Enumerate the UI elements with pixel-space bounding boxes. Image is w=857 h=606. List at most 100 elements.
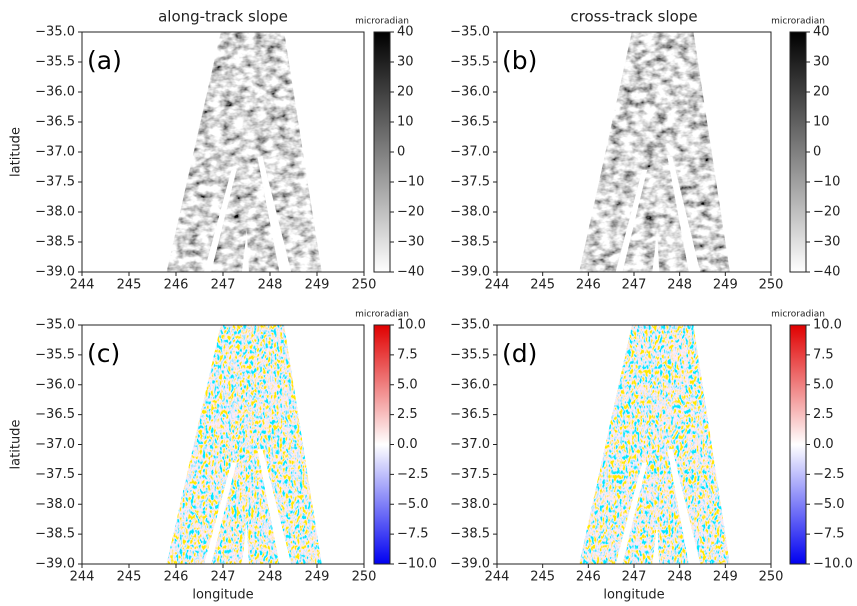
swath-image <box>579 325 730 564</box>
colorbar-label: microradian <box>355 17 409 27</box>
colorbar-tick-label: 5.0 <box>813 377 834 392</box>
colorbar <box>789 324 807 565</box>
y-tick-label: −37.0 <box>35 437 75 452</box>
swath-image <box>166 32 322 272</box>
colorbar-tick-label: −10 <box>397 175 424 190</box>
nadir-gap <box>257 156 292 272</box>
colorbar-tick-label: 30 <box>813 55 830 70</box>
x-tick-label: 246 <box>164 570 189 585</box>
colorbar-tick-label: 2.5 <box>397 407 418 422</box>
colorbar-tick-label: 7.5 <box>813 347 834 362</box>
x-tick-label: 248 <box>258 278 283 293</box>
nadir-gap <box>615 462 648 564</box>
colorbar-tick-label: 0.0 <box>813 437 834 452</box>
y-axis-label: latitude <box>9 127 24 177</box>
y-axis-label: latitude <box>9 420 24 470</box>
colorbar-tick-label: −40 <box>813 265 840 280</box>
x-tick-label: 247 <box>211 570 236 585</box>
colorbar <box>789 31 807 273</box>
colorbar-tick-label: 0 <box>397 145 405 160</box>
x-tick-label: 249 <box>713 278 738 293</box>
colorbar-label: microradian <box>771 17 825 27</box>
colorbar-tick-label: −10.0 <box>813 557 853 572</box>
y-tick-label: −37.5 <box>450 175 490 190</box>
panel-label: (b) <box>502 46 537 75</box>
colorbar-tick-label: −20 <box>397 205 424 220</box>
colorbar-tick-label: 20 <box>813 85 830 100</box>
y-tick-label: −35.0 <box>35 318 75 333</box>
nadir-gap <box>204 462 237 564</box>
colorbar-tick-label: −5.0 <box>813 497 845 512</box>
nadir-gap <box>257 449 292 564</box>
colorbar-tick-label: −2.5 <box>397 467 429 482</box>
colorbar-tick-label: 0 <box>813 145 821 160</box>
x-tick-label: 249 <box>713 570 738 585</box>
y-tick-label: −35.5 <box>35 347 75 362</box>
x-tick-label: 245 <box>117 570 142 585</box>
nadir-gap <box>615 170 648 272</box>
y-tick-label: −36.5 <box>450 115 490 130</box>
nadir-gap <box>204 170 237 272</box>
y-tick-label: −38.0 <box>450 497 490 512</box>
y-tick-label: −39.0 <box>450 557 490 572</box>
x-tick-label: 246 <box>576 278 601 293</box>
colorbar-tick-label: −10.0 <box>397 557 437 572</box>
y-tick-label: −35.5 <box>450 55 490 70</box>
colorbar-tick-label: 5.0 <box>397 377 418 392</box>
x-tick-label: 246 <box>576 570 601 585</box>
panel-label: (c) <box>87 339 120 368</box>
x-tick-label: 244 <box>70 278 95 293</box>
y-tick-label: −38.0 <box>450 205 490 220</box>
colorbar-tick-label: 30 <box>397 55 414 70</box>
y-tick-label: −37.5 <box>35 175 75 190</box>
y-tick-label: −37.0 <box>450 145 490 160</box>
x-tick-label: 245 <box>117 278 142 293</box>
x-tick-label: 250 <box>352 570 377 585</box>
y-tick-label: −39.0 <box>450 265 490 280</box>
x-tick-label: 244 <box>485 278 510 293</box>
y-tick-label: −39.0 <box>35 557 75 572</box>
y-tick-label: −38.5 <box>450 527 490 542</box>
colorbar-tick-label: −2.5 <box>813 467 845 482</box>
colorbar-tick-label: −10 <box>813 175 840 190</box>
y-tick-label: −35.0 <box>450 25 490 40</box>
y-tick-label: −38.5 <box>35 527 75 542</box>
y-tick-label: −37.0 <box>450 437 490 452</box>
colorbar-tick-label: 40 <box>813 25 830 40</box>
colorbar-tick-label: 40 <box>397 25 414 40</box>
y-tick-label: −36.0 <box>35 377 75 392</box>
x-tick-label: 250 <box>759 278 784 293</box>
colorbar-label: microradian <box>355 310 409 320</box>
colorbar-tick-label: −30 <box>397 235 424 250</box>
colorbar-tick-label: 20 <box>397 85 414 100</box>
x-tick-label: 247 <box>622 570 647 585</box>
nadir-gap <box>667 449 701 564</box>
x-tick-label: 244 <box>70 570 95 585</box>
y-tick-label: −36.0 <box>450 377 490 392</box>
y-tick-label: −39.0 <box>35 265 75 280</box>
colorbar-tick-label: 2.5 <box>813 407 834 422</box>
y-tick-label: −36.5 <box>35 407 75 422</box>
swath <box>647 32 730 272</box>
colorbar-tick-label: 10.0 <box>397 318 426 333</box>
panel-label: (a) <box>87 46 122 75</box>
colorbar-tick-label: 10 <box>397 115 414 130</box>
y-tick-label: −38.5 <box>450 235 490 250</box>
x-tick-label: 245 <box>530 278 555 293</box>
y-tick-label: −36.0 <box>35 85 75 100</box>
x-tick-label: 250 <box>759 570 784 585</box>
x-axis-label: longitude <box>192 588 253 603</box>
swath <box>647 325 730 564</box>
colorbar-tick-label: −20 <box>813 205 840 220</box>
nadir-gap <box>667 156 701 272</box>
colorbar-tick-label: −5.0 <box>397 497 429 512</box>
x-tick-label: 244 <box>485 570 510 585</box>
x-tick-label: 250 <box>352 278 377 293</box>
x-tick-label: 247 <box>622 278 647 293</box>
y-tick-label: −36.0 <box>450 85 490 100</box>
y-tick-label: −37.5 <box>35 467 75 482</box>
y-tick-label: −36.5 <box>450 407 490 422</box>
colorbar-tick-label: −30 <box>813 235 840 250</box>
colorbar-tick-label: −7.5 <box>397 527 429 542</box>
panel-label: (d) <box>502 339 537 368</box>
